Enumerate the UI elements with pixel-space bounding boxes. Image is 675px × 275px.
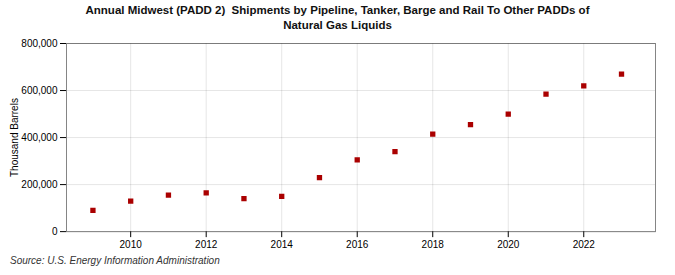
svg-text:2020: 2020 [497,239,520,250]
svg-text:600,000: 600,000 [21,85,58,96]
svg-text:Thousand Barrels: Thousand Barrels [9,98,20,177]
svg-text:200,000: 200,000 [21,179,58,190]
svg-text:2022: 2022 [573,239,596,250]
svg-text:2014: 2014 [271,239,294,250]
svg-text:2016: 2016 [346,239,369,250]
svg-text:2018: 2018 [422,239,445,250]
svg-text:0: 0 [52,226,58,237]
html-text:Annual Midwest (PADD 2) Shipme: Annual Midwest (PADD 2) Shipments by Pip… [85,4,590,31]
svg-text:800,000: 800,000 [21,38,58,49]
svg-text:400,000: 400,000 [21,132,58,143]
svg-text:2012: 2012 [195,239,218,250]
svg-text:2010: 2010 [120,239,143,250]
html-text:Source: U.S. Energy Informatio: Source: U.S. Energy Information Administ… [10,255,220,266]
